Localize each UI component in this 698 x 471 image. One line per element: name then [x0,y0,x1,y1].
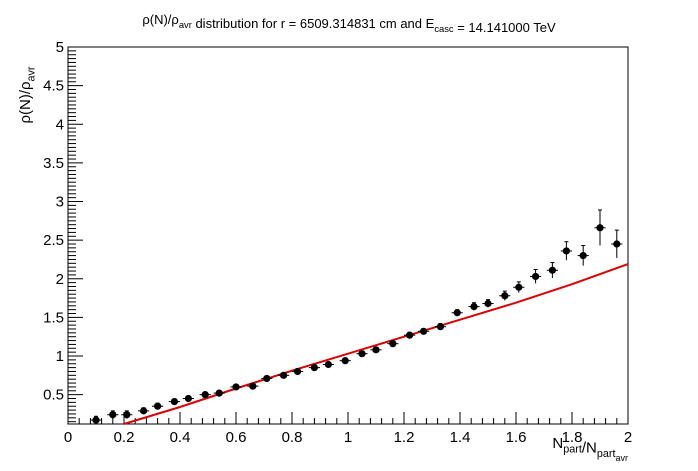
point-marker [184,394,192,403]
y-tick-label: 1.5 [43,309,64,326]
y-tick-label: 4 [56,116,64,133]
x-axis: 0 0.2 0.4 0.6 0.8 1 1.2 1.4 1.6 1.8 2 [64,412,632,446]
x-axis-label: Npart/Npartavr [552,435,628,463]
point-marker [372,346,380,354]
data-point [339,357,351,365]
point-marker [548,266,557,274]
data-point [213,389,225,397]
data-point [513,281,525,293]
x-tick-label: 0.4 [170,429,191,446]
point-marker [263,374,271,383]
x-tick-label: 0.8 [282,429,303,446]
data-points-series [90,209,623,424]
x-tick-label: 2 [624,429,632,446]
point-marker [140,407,148,415]
data-point [278,371,290,379]
data-point [247,382,259,390]
point-marker [406,331,414,339]
data-point [121,410,133,419]
y-axis-label: ρ(N)/ρavr [17,66,38,123]
data-point [451,309,463,317]
data-point [546,262,558,278]
data-point [138,407,150,415]
data-point [404,331,416,339]
data-point [560,241,572,261]
point-marker [436,323,444,331]
point-marker [294,367,302,376]
point-marker [310,364,318,372]
point-marker [562,247,571,255]
data-point [611,229,623,258]
fit-line-series [123,263,629,425]
data-point [182,394,194,403]
data-point [356,350,368,358]
point-marker [420,327,428,335]
data-point [577,245,589,266]
y-tick-label: 4.5 [43,78,64,95]
x-tick-label: 1.8 [562,429,583,446]
point-marker [92,416,100,424]
point-marker [154,402,162,410]
point-marker [324,360,332,369]
data-point [168,397,180,406]
point-marker [201,391,209,399]
point-marker [515,283,523,291]
x-tick-label: 1.2 [394,429,415,446]
data-point [261,374,273,383]
point-marker [501,292,509,300]
data-point [152,402,164,410]
data-point [90,415,102,424]
y-tick-label: 0.5 [43,387,64,404]
x-tick-label: 1.6 [506,429,527,446]
point-marker [170,397,178,406]
data-point [530,268,542,284]
x-tick-label: 0 [64,429,72,446]
point-marker [579,251,587,260]
data-point [370,346,382,354]
data-point [387,340,399,348]
data-point [434,323,446,331]
x-tick-label: 1 [344,429,352,446]
fit-line [123,263,629,425]
data-point [230,383,242,391]
y-tick-label: 2 [56,271,64,288]
point-marker [389,340,397,348]
y-tick-label: 1 [56,348,64,365]
point-marker [249,382,257,390]
data-point [292,367,304,376]
data-point [594,209,606,246]
point-marker [109,411,117,419]
data-point [107,410,119,419]
point-marker [484,299,492,308]
data-point [482,299,494,308]
point-marker [596,224,604,232]
point-marker [341,357,349,365]
data-point [468,302,480,311]
point-marker [453,309,461,317]
point-marker [232,383,240,391]
x-tick-label: 0.2 [114,429,135,446]
point-marker [215,389,223,397]
data-point [418,327,430,335]
point-marker [123,411,131,419]
data-point [199,391,211,399]
x-tick-label: 0.6 [226,429,247,446]
x-tick-label: 1.4 [450,429,471,446]
y-tick-label: 3 [56,194,64,211]
chart-title: ρ(N)/ρavr distribution for r = 6509.3148… [142,12,556,35]
y-tick-label: 2.5 [43,232,64,249]
point-marker [532,272,540,281]
point-marker [280,371,288,379]
point-marker [470,302,478,311]
data-point [322,360,334,369]
y-tick-label: 3.5 [43,155,64,172]
data-point [499,290,511,301]
data-point [308,364,320,372]
y-tick-label: 5 [56,39,64,56]
point-marker [358,350,366,358]
y-axis: 0.5 1 1.5 2 2.5 3 3.5 4 4.5 5 [43,39,83,423]
point-marker [613,240,621,248]
